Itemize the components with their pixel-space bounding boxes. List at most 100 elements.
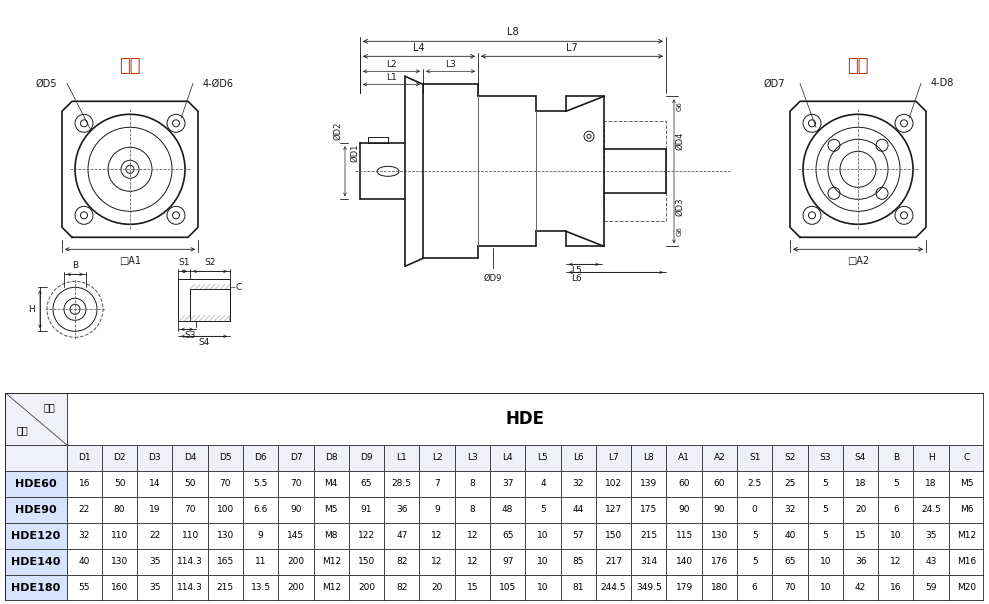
Text: L8: L8 (644, 453, 654, 462)
Text: 122: 122 (358, 532, 375, 541)
Text: 4: 4 (540, 479, 546, 488)
Bar (66, 575, 102, 601)
Text: 2.5: 2.5 (748, 479, 762, 488)
Bar (631, 575, 667, 601)
Text: 12: 12 (467, 532, 478, 541)
Bar (948, 496, 984, 523)
Bar (737, 445, 772, 471)
Bar (349, 471, 384, 496)
Bar (314, 471, 349, 496)
Bar (384, 575, 419, 601)
Bar (208, 523, 243, 549)
Bar (843, 496, 878, 523)
Bar (384, 496, 419, 523)
Text: 70: 70 (290, 479, 302, 488)
Text: 18: 18 (926, 479, 937, 488)
Bar (349, 445, 384, 471)
Bar (525, 523, 561, 549)
Bar (102, 575, 137, 601)
Bar (843, 523, 878, 549)
Text: S3: S3 (820, 453, 831, 462)
Bar (878, 575, 914, 601)
Bar (525, 549, 561, 575)
Text: 15: 15 (467, 583, 478, 593)
Bar (525, 445, 561, 471)
Text: 200: 200 (288, 557, 305, 567)
Bar (243, 523, 278, 549)
Text: 43: 43 (926, 557, 937, 567)
Bar (208, 523, 243, 549)
Bar (914, 471, 948, 496)
Bar (384, 445, 419, 471)
Bar (137, 471, 172, 496)
Text: 18: 18 (854, 479, 866, 488)
Text: D1: D1 (78, 453, 91, 462)
Bar (878, 445, 914, 471)
Bar (596, 445, 631, 471)
Text: 16: 16 (78, 479, 90, 488)
Text: 70: 70 (784, 583, 796, 593)
Bar (66, 523, 102, 549)
Bar (455, 496, 491, 523)
Bar (772, 523, 808, 549)
Text: 165: 165 (217, 557, 234, 567)
Bar (314, 523, 349, 549)
Text: 25: 25 (784, 479, 796, 488)
Bar (137, 496, 172, 523)
Text: M16: M16 (956, 557, 976, 567)
Bar (737, 523, 772, 549)
Bar (737, 575, 772, 601)
Bar (455, 523, 491, 549)
Text: 32: 32 (78, 532, 90, 541)
Bar (808, 496, 843, 523)
Bar (243, 471, 278, 496)
Text: 输出: 输出 (120, 57, 140, 76)
Text: M5: M5 (324, 506, 338, 515)
Bar (737, 471, 772, 496)
Bar (948, 445, 984, 471)
Text: M6: M6 (959, 506, 973, 515)
Bar (525, 523, 561, 549)
Text: 114.3: 114.3 (177, 557, 203, 567)
Bar (137, 496, 172, 523)
Bar (702, 523, 737, 549)
Bar (878, 471, 914, 496)
Bar (914, 496, 948, 523)
Text: 55: 55 (78, 583, 90, 593)
Text: HDE120: HDE120 (11, 531, 60, 541)
Text: 9: 9 (258, 532, 264, 541)
Text: 50: 50 (184, 479, 196, 488)
Bar (102, 496, 137, 523)
Text: 32: 32 (784, 506, 796, 515)
Bar (66, 471, 102, 496)
Bar (631, 496, 667, 523)
Bar (948, 549, 984, 575)
Bar (843, 496, 878, 523)
Text: 59: 59 (926, 583, 937, 593)
Bar (491, 496, 525, 523)
Bar (808, 549, 843, 575)
Text: 36: 36 (854, 557, 866, 567)
Text: 输入: 输入 (848, 57, 868, 76)
Text: 90: 90 (678, 506, 690, 515)
Bar (314, 523, 349, 549)
Bar (172, 523, 208, 549)
Bar (667, 523, 702, 549)
Text: 36: 36 (396, 506, 407, 515)
Bar (384, 471, 419, 496)
Text: 9: 9 (434, 506, 440, 515)
Text: 6.6: 6.6 (253, 506, 268, 515)
Bar (419, 471, 455, 496)
Bar (948, 575, 984, 601)
Bar (596, 471, 631, 496)
Bar (172, 445, 208, 471)
Text: 12: 12 (467, 557, 478, 567)
Bar (737, 523, 772, 549)
Bar (349, 575, 384, 601)
Bar (419, 575, 455, 601)
Bar (737, 445, 772, 471)
Bar (172, 471, 208, 496)
Text: B: B (72, 262, 78, 271)
Text: 12: 12 (431, 557, 443, 567)
Bar (772, 549, 808, 575)
